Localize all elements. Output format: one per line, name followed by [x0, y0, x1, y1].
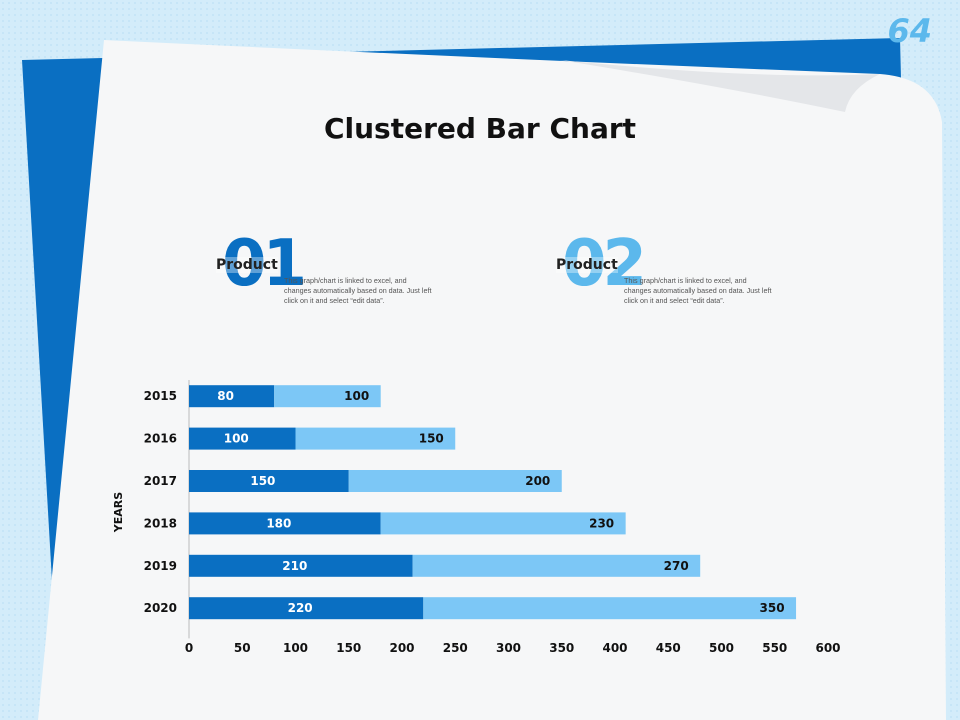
data-label: 180 — [266, 516, 291, 530]
product-number: 01 — [222, 227, 307, 301]
y-axis-title: YEARS — [112, 492, 125, 533]
y-tick-label: 2017 — [144, 474, 177, 488]
white-paper — [38, 40, 946, 720]
paper-curl — [560, 60, 880, 112]
data-label: 350 — [760, 601, 785, 615]
product-label: Product — [216, 257, 278, 273]
data-label: 150 — [250, 474, 275, 488]
data-label: 100 — [224, 432, 249, 446]
bar-2-2017 — [348, 470, 562, 492]
data-label: 80 — [217, 389, 234, 403]
product-block-01: 01 Product This graph/chart is linked to… — [216, 227, 446, 312]
y-tick-label: 2015 — [144, 389, 177, 403]
bar-2-2016 — [295, 427, 456, 450]
x-tick-label: 550 — [762, 641, 787, 655]
x-tick-label: 150 — [336, 641, 361, 655]
bar-2-2018 — [380, 512, 626, 535]
data-label: 200 — [525, 474, 550, 488]
x-tick-label: 100 — [283, 641, 308, 655]
bar-2-2015 — [274, 385, 381, 408]
product-label: Product — [556, 257, 618, 273]
product-description: This graph/chart is linked to excel, and… — [284, 276, 432, 305]
data-label: 230 — [589, 516, 614, 530]
y-tick-label: 2016 — [144, 432, 177, 446]
bar-1-2020 — [189, 597, 424, 620]
product-block-02: 02 Product This graph/chart is linked to… — [556, 227, 786, 312]
x-tick-label: 600 — [815, 641, 840, 655]
product-number: 02 — [562, 227, 647, 301]
data-label: 100 — [344, 389, 369, 403]
x-tick-label: 300 — [496, 641, 521, 655]
y-tick-label: 2020 — [144, 601, 177, 615]
data-label: 220 — [288, 601, 313, 615]
product-description: This graph/chart is linked to excel, and… — [624, 276, 772, 305]
y-tick-label: 2018 — [144, 516, 177, 530]
data-label: 150 — [419, 432, 444, 446]
bar-1-2015 — [189, 385, 275, 408]
data-label: 210 — [282, 559, 307, 573]
bar-2-2020 — [423, 597, 797, 620]
x-tick-label: 350 — [549, 641, 574, 655]
bar-2-2019 — [412, 554, 701, 577]
x-tick-label: 250 — [443, 641, 468, 655]
bar-1-2018 — [189, 512, 381, 535]
x-tick-label: 400 — [602, 641, 627, 655]
page-number: 64 — [887, 12, 932, 50]
data-label: 270 — [664, 559, 689, 573]
page-title: Clustered Bar Chart — [323, 112, 637, 145]
bar-1-2017 — [189, 470, 349, 492]
bar-1-2016 — [189, 427, 296, 450]
x-tick-label: 450 — [656, 641, 681, 655]
y-tick-label: 2019 — [144, 559, 177, 573]
x-tick-label: 0 — [185, 641, 193, 655]
x-tick-label: 200 — [389, 641, 414, 655]
x-tick-label: 50 — [234, 641, 251, 655]
x-tick-label: 500 — [709, 641, 734, 655]
bar-1-2019 — [189, 554, 413, 577]
